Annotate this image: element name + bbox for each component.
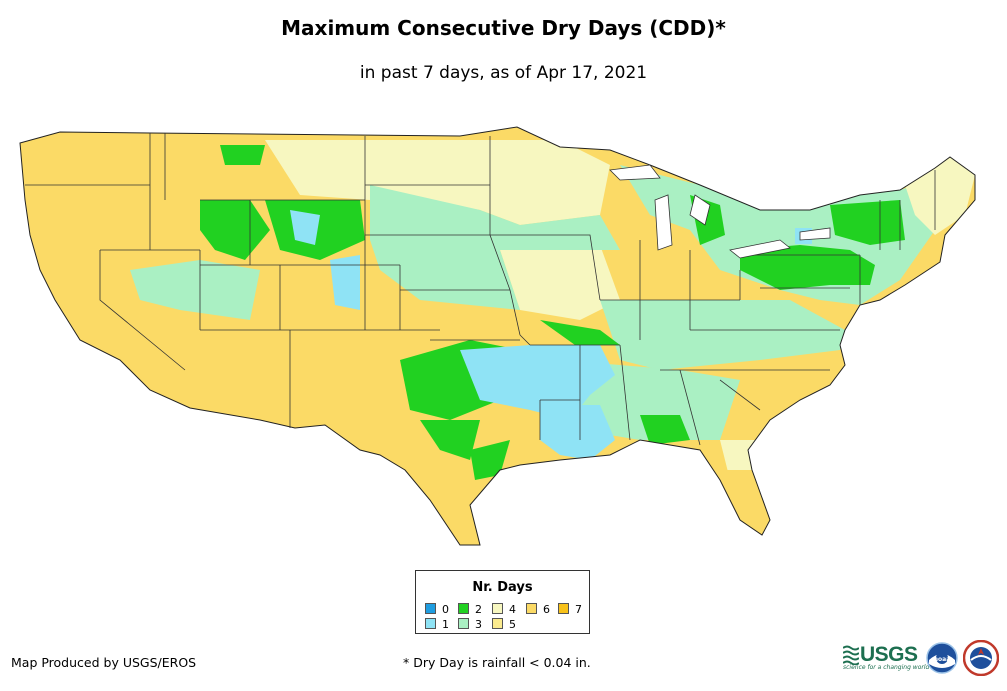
region-2-days [420, 420, 480, 460]
region-2-days [640, 415, 690, 445]
noaa-wordmark: noaa [934, 656, 951, 663]
legend-label: 3 [475, 618, 482, 631]
usgs-wave-icon [843, 645, 859, 665]
dry-day-footnote: * Dry Day is rainfall < 0.04 in. [403, 655, 591, 670]
region-1-day [540, 405, 615, 460]
great-lakes [609, 164, 831, 259]
region-1-day [460, 345, 615, 420]
legend-item-2: 2 [458, 603, 482, 616]
legend-item-0: 0 [425, 603, 449, 616]
region-3-days [370, 185, 620, 310]
legend-label: 1 [442, 618, 449, 631]
usgs-tagline: science for a changing world [843, 664, 930, 671]
legend-swatch [526, 603, 537, 614]
region-2-days [220, 145, 265, 165]
map-credit: Map Produced by USGS/EROS [11, 655, 197, 670]
legend-label: 5 [509, 618, 516, 631]
map-subtitle: in past 7 days, as of Apr 17, 2021 [359, 63, 648, 83]
legend-item-6: 6 [526, 603, 550, 616]
legend-swatch [425, 603, 436, 614]
legend-label: 0 [442, 603, 449, 616]
legend-item-1: 1 [425, 618, 449, 631]
legend-item-3: 3 [458, 618, 482, 631]
us-outline [19, 126, 976, 546]
region-3-days [600, 300, 845, 370]
noaa-logo: noaa [926, 642, 958, 674]
legend-label: 4 [509, 603, 516, 616]
usgs-wordmark: USGS [860, 643, 918, 666]
legend-swatch [558, 603, 569, 614]
legend-swatch [425, 618, 436, 629]
legend-swatch [492, 618, 503, 629]
legend-swatch [492, 603, 503, 614]
legend: Nr. Days 0 1 2 3 4 5 6 7 [415, 570, 590, 634]
legend-item-4: 4 [492, 603, 516, 616]
nws-logo [963, 640, 999, 676]
region-4-days [500, 245, 620, 320]
map-title: Maximum Consecutive Dry Days (CDD)* [281, 16, 726, 40]
legend-swatch [458, 603, 469, 614]
region-1-day [330, 255, 360, 310]
usgs-logo: USGS science for a changing world [843, 643, 929, 674]
region-6-days [720, 470, 770, 535]
legend-swatch [458, 618, 469, 629]
region-2-days [830, 200, 905, 245]
legend-label: 7 [575, 603, 582, 616]
region-3-days [130, 260, 260, 320]
region-2-days [740, 245, 875, 290]
legend-item-7: 7 [558, 603, 582, 616]
legend-label: 6 [543, 603, 550, 616]
legend-label: 2 [475, 603, 482, 616]
region-1-day [290, 210, 320, 245]
region-2-days [200, 200, 270, 260]
legend-item-5: 5 [492, 618, 516, 631]
region-2-days [540, 320, 620, 345]
region-4-days [265, 140, 370, 200]
state-borders [25, 133, 936, 446]
legend-title: Nr. Days [472, 580, 533, 595]
